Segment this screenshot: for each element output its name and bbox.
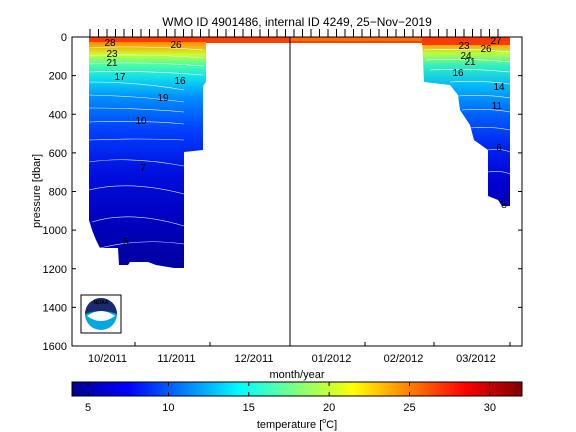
contour-label: 21: [464, 57, 476, 68]
x-tick-label: 10/2011: [88, 353, 127, 365]
temperature-section-left: [88, 37, 206, 268]
noaa-logo: NOAA: [80, 294, 122, 334]
y-tick-label: 1400: [43, 302, 67, 314]
y-tick-label: 600: [49, 148, 67, 160]
x-tick-label: 03/2012: [456, 353, 496, 365]
contour-label: 14: [493, 82, 505, 93]
y-tick-label: 1000: [43, 225, 67, 237]
contour-label: 23: [106, 49, 118, 60]
x-axis-label: month/year: [269, 369, 324, 381]
colorbar-tick-label: 15: [243, 402, 255, 414]
contour-label: 17: [114, 72, 126, 83]
contour-label: 6: [496, 143, 502, 154]
contour-label: 27: [490, 36, 502, 47]
contour-label: 11: [492, 101, 503, 112]
profile-tick-marks: [89, 29, 499, 37]
y-axis-label: pressure [dbar]: [31, 154, 43, 228]
contour-label: 26: [170, 40, 182, 51]
colorbar-tick-label: 5: [85, 402, 91, 414]
contour-label: 16: [174, 76, 186, 87]
y-tick-label: 1600: [43, 341, 67, 353]
contour-label: 5: [123, 237, 129, 248]
colorbar-tick-label: 30: [484, 402, 496, 414]
x-tick-label: 11/2011: [157, 353, 195, 365]
contour-label: 28: [104, 38, 116, 49]
temperature-section-right: [422, 37, 511, 206]
colorbar-tick-label: 25: [403, 402, 415, 414]
contour-label: 19: [157, 93, 169, 104]
y-tick-label: 0: [61, 32, 67, 44]
contour-label: 8: [501, 200, 507, 211]
contour-label: 10: [135, 116, 147, 127]
y-axis: 0 200 400 600 800 1000 1200 1400 1600: [43, 32, 522, 353]
y-tick-label: 200: [49, 71, 67, 83]
y-tick-label: 1200: [43, 264, 67, 276]
x-tick-label: 02/2012: [384, 353, 424, 365]
contour-label: 21: [106, 58, 118, 69]
contour-label: 23: [458, 41, 470, 52]
x-axis: 10/2011 11/2011 12/2011 01/2012 02/2012 03/20…: [88, 342, 511, 365]
y-tick-label: 400: [49, 109, 67, 121]
contour-label: 16: [452, 68, 464, 79]
contour-label: 7: [140, 163, 146, 174]
x-tick-label: 12/2011: [235, 353, 274, 365]
colorbar-ticks: 5 10 15 20 25 30: [85, 382, 496, 414]
contour-label: 24: [460, 51, 472, 62]
colorbar: 5 10 15 20 25 30 temperature [oC]: [71, 381, 523, 431]
x-tick-label: 01/2012: [312, 353, 352, 365]
colorbar-tick-label: 20: [323, 402, 335, 414]
colorbar-tick-label: 10: [162, 402, 174, 414]
logo-text: NOAA: [94, 300, 109, 306]
colorbar-label: temperature [oC]: [257, 418, 337, 431]
y-tick-label: 800: [49, 187, 67, 199]
contour-label: 26: [480, 44, 492, 55]
chart-title: WMO ID 4901486, internal ID 4249, 25−Nov…: [162, 15, 432, 29]
